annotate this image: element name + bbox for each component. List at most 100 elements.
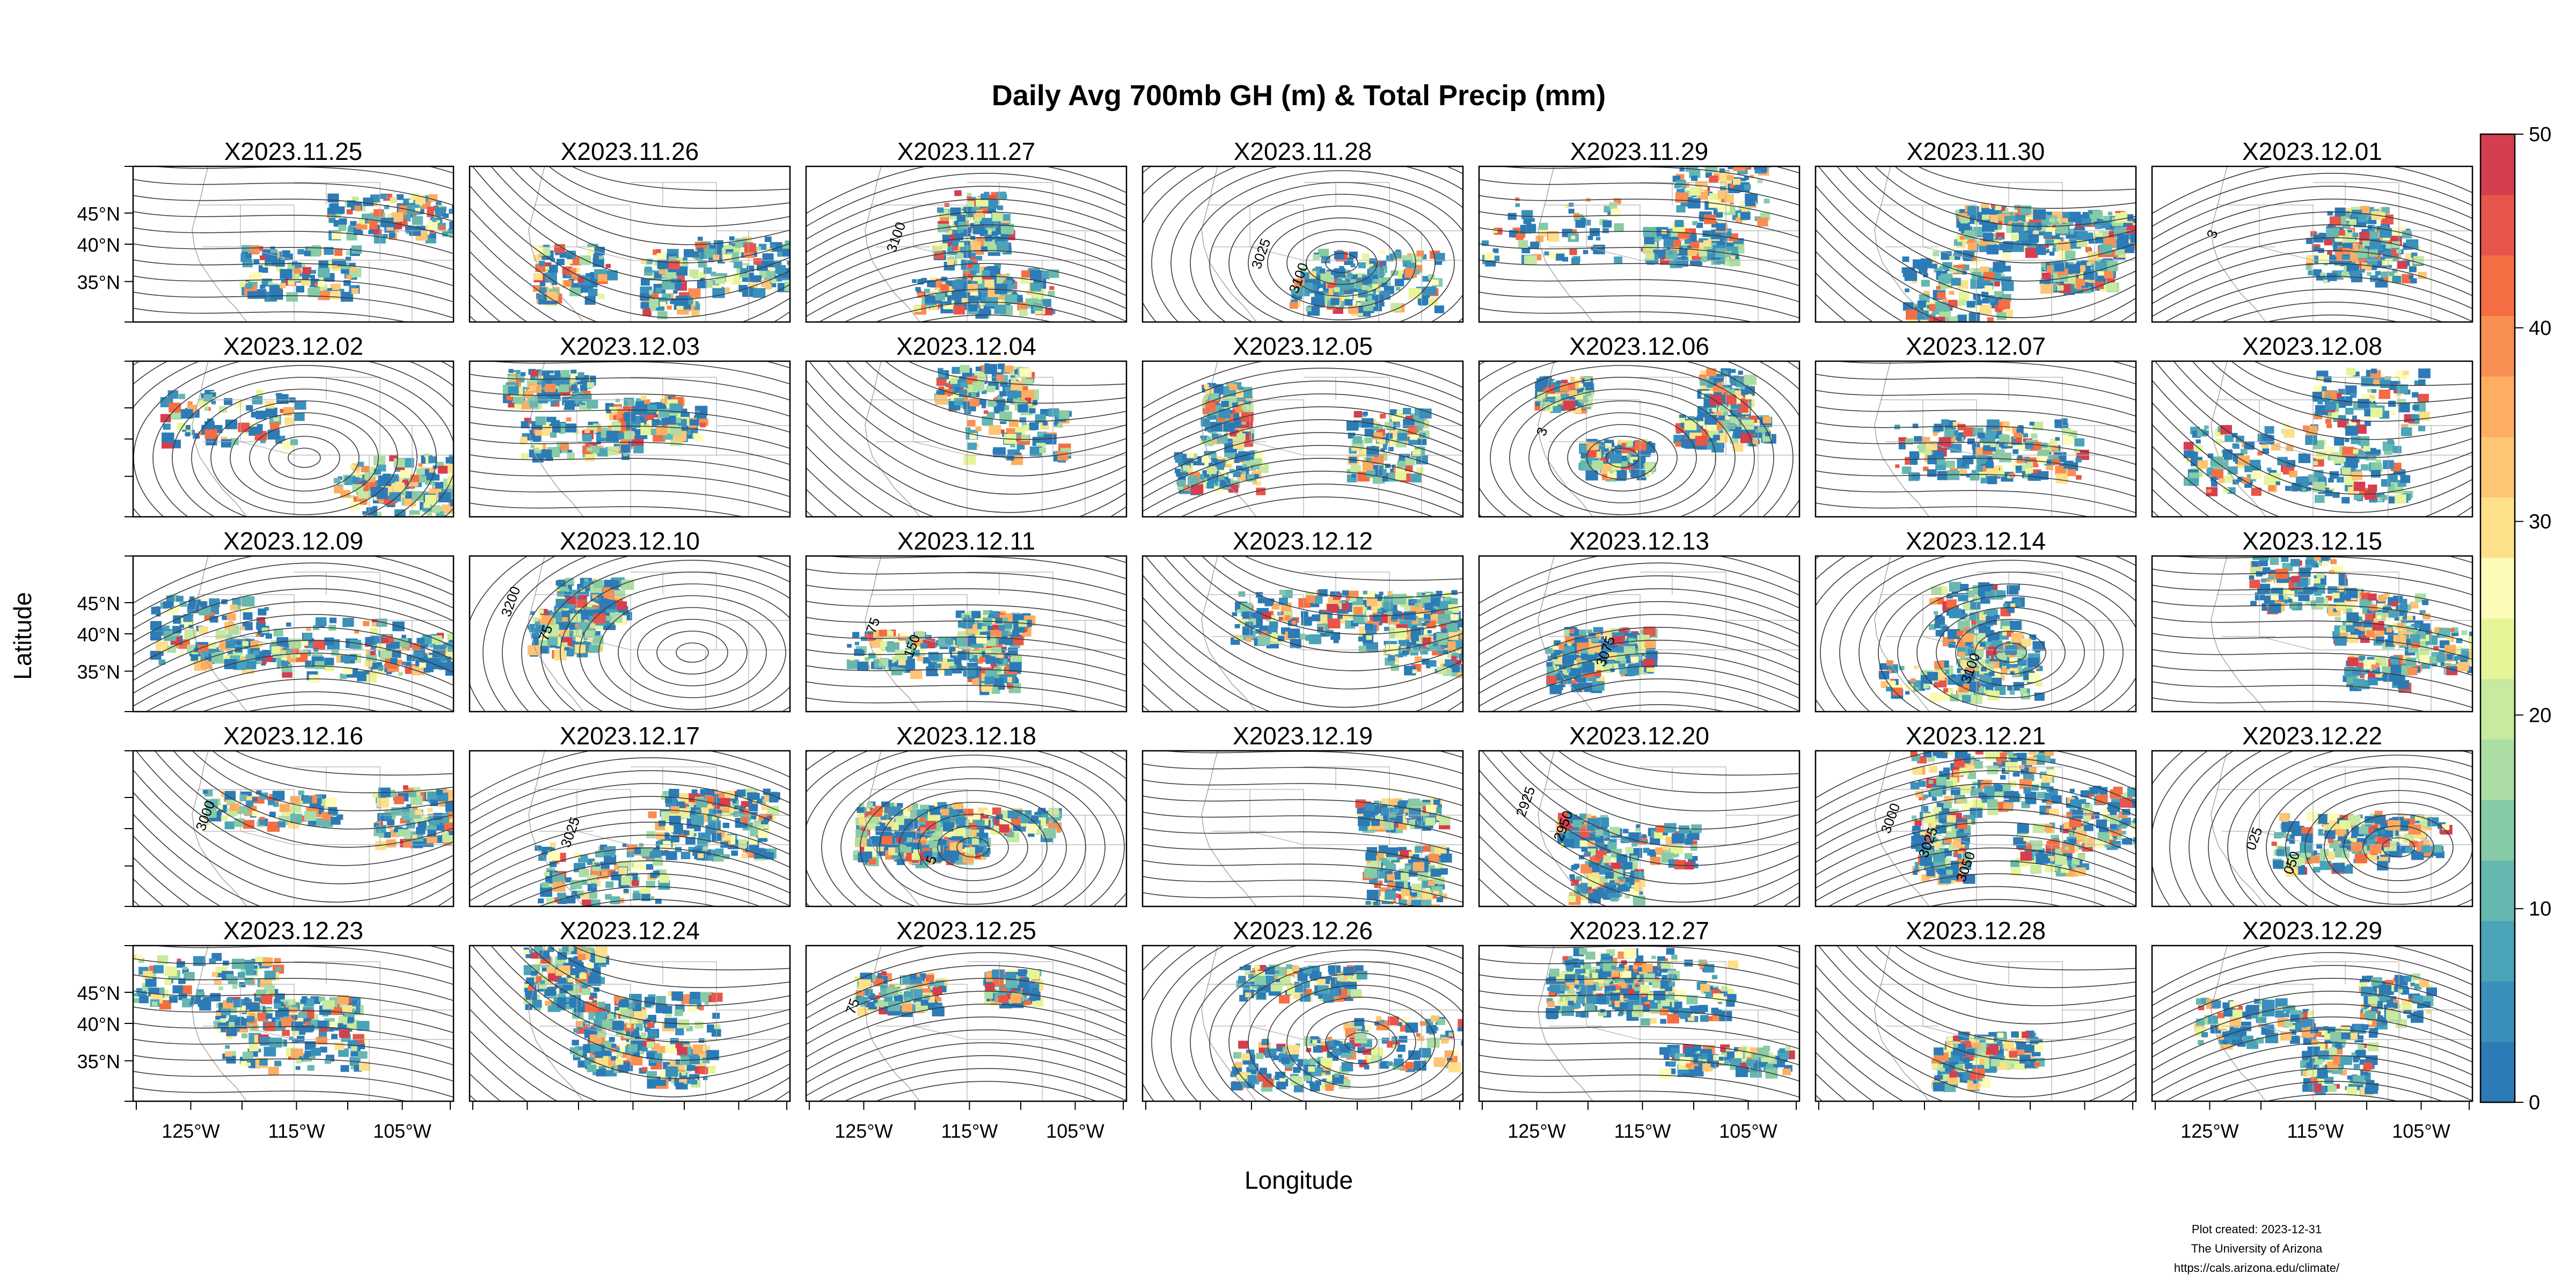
precip-cell bbox=[167, 390, 179, 399]
precip-cell bbox=[1010, 443, 1015, 448]
panel-date-label: X2023.12.01 bbox=[2242, 137, 2382, 165]
gh-contour bbox=[1586, 436, 1658, 480]
precip-cell bbox=[2106, 277, 2115, 284]
precip-cell bbox=[940, 243, 948, 250]
precip-cell bbox=[648, 299, 659, 308]
precip-cell bbox=[1580, 217, 1586, 222]
precip-cell bbox=[1935, 302, 1948, 312]
precip-cell bbox=[280, 269, 292, 279]
precip-cell bbox=[1620, 456, 1627, 461]
precip-cell bbox=[570, 379, 575, 383]
precip-cell bbox=[538, 261, 545, 266]
precip-cell bbox=[1617, 442, 1624, 448]
precip-cell bbox=[782, 248, 790, 257]
precip-cell bbox=[989, 425, 1001, 435]
precip-cell bbox=[794, 255, 803, 262]
precip-cell bbox=[1923, 466, 1929, 471]
precip-cell bbox=[2345, 426, 2358, 436]
precip-cell bbox=[340, 291, 353, 302]
precip-cell bbox=[1378, 302, 1385, 307]
precip-cell bbox=[246, 405, 253, 411]
precip-cell bbox=[682, 258, 687, 262]
gh-contour bbox=[470, 406, 790, 433]
precip-cell bbox=[455, 476, 462, 481]
precip-cell bbox=[302, 275, 309, 280]
precip-cell bbox=[2369, 249, 2378, 256]
precip-cell bbox=[1741, 389, 1748, 395]
precip-cell bbox=[2345, 217, 2350, 221]
precip-cell bbox=[1233, 471, 1241, 478]
precip-cell bbox=[339, 289, 345, 293]
panel-frame bbox=[469, 165, 791, 323]
precip-cell bbox=[454, 502, 466, 512]
state-border bbox=[1880, 204, 1977, 260]
precip-cell bbox=[2353, 481, 2366, 491]
precip-cell bbox=[1242, 471, 1246, 475]
precip-cell bbox=[319, 284, 327, 290]
precip-cell bbox=[2317, 376, 2324, 382]
state-border bbox=[1977, 377, 2136, 426]
precip-cell bbox=[1707, 250, 1713, 254]
gh-contour bbox=[249, 424, 360, 492]
precip-cell bbox=[1905, 288, 1909, 292]
precip-cell bbox=[2074, 448, 2080, 453]
precip-cell bbox=[2334, 392, 2342, 399]
precip-cell bbox=[1350, 263, 1356, 268]
precip-cell bbox=[704, 248, 716, 258]
precip-cell bbox=[1201, 436, 1207, 441]
precip-cell bbox=[343, 280, 351, 286]
precip-cell bbox=[311, 269, 316, 274]
gh-contour bbox=[1816, 374, 2136, 401]
precip-cell bbox=[1349, 424, 1355, 429]
coastline bbox=[1874, 166, 1930, 322]
precip-cell bbox=[1679, 418, 1685, 423]
map-panel: X2023.11.25 bbox=[132, 137, 455, 323]
precip-cell bbox=[1379, 439, 1386, 444]
precip-cell bbox=[245, 283, 253, 289]
precip-cell bbox=[247, 291, 258, 299]
precip-cell bbox=[1012, 291, 1017, 295]
precip-cell bbox=[1377, 425, 1384, 430]
precip-cell bbox=[992, 212, 1004, 222]
precip-cell bbox=[442, 231, 449, 237]
precip-cell bbox=[430, 505, 440, 513]
precip-cell bbox=[2033, 209, 2046, 219]
panel-date-label: X2023.11.27 bbox=[897, 137, 1036, 165]
precip-cell bbox=[1923, 273, 1928, 277]
precip-cell bbox=[286, 292, 298, 302]
precip-cell bbox=[554, 244, 566, 253]
precip-cell bbox=[362, 480, 367, 484]
precip-cell bbox=[1973, 294, 1981, 300]
precip-cell bbox=[1933, 251, 1940, 257]
precip-cell bbox=[961, 298, 968, 303]
precip-cell bbox=[2081, 218, 2091, 226]
precip-cell bbox=[700, 276, 705, 281]
precip-cell bbox=[1404, 457, 1415, 466]
precip-cell bbox=[539, 282, 546, 287]
precip-cell bbox=[2001, 294, 2011, 302]
precip-cell bbox=[2324, 238, 2333, 246]
precip-cell bbox=[541, 449, 552, 458]
precip-cell bbox=[645, 259, 653, 265]
precip-cell bbox=[506, 395, 513, 400]
panel-frame bbox=[469, 360, 791, 518]
precip-cell bbox=[2384, 259, 2393, 265]
precip-cell bbox=[383, 234, 388, 238]
gh-contour bbox=[2152, 263, 2472, 317]
precip-cell bbox=[1983, 233, 1994, 241]
precip-cell bbox=[438, 204, 443, 208]
precip-cell bbox=[567, 259, 573, 264]
gh-contour bbox=[133, 243, 453, 270]
precip-cell bbox=[273, 416, 280, 421]
gh-contour bbox=[1816, 470, 2136, 497]
precip-cell bbox=[758, 244, 767, 250]
precip-cell bbox=[163, 423, 171, 430]
precip-cell bbox=[2076, 231, 2088, 240]
precip-cell bbox=[2065, 251, 2076, 260]
precip-cell bbox=[2306, 255, 2316, 263]
precip-cell bbox=[969, 270, 977, 277]
precip-cell bbox=[2411, 414, 2418, 420]
precip-cell bbox=[925, 295, 935, 303]
precip-cell bbox=[1569, 248, 1577, 255]
